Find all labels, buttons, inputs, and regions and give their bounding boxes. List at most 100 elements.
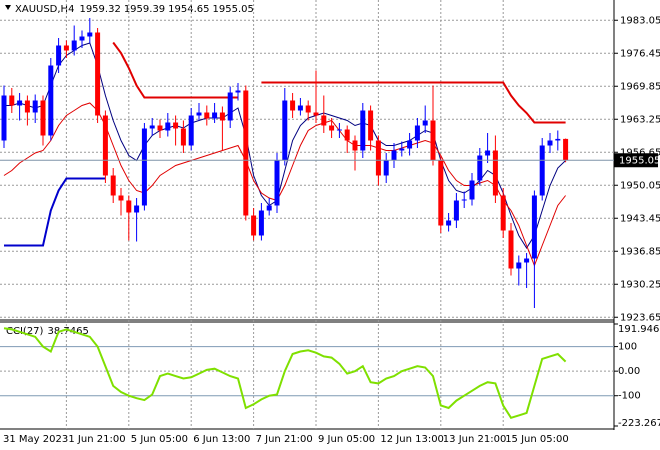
candle-body [414,125,420,141]
candle-body [555,138,561,141]
candle-body [539,145,545,196]
candle-body [461,199,467,201]
candle-body [407,140,413,149]
candle-body [329,125,335,131]
candle-body [360,110,366,151]
candle-body [500,195,506,231]
cci-value: 38.7465 [48,326,89,337]
candle-body [165,122,171,131]
x-tick-label: 1 Jun 21:00 [68,434,125,445]
candle-body [531,195,537,259]
candle-body [118,195,124,201]
candle-body [180,128,186,146]
cci-title: CCI(27) [6,326,44,337]
candle-body [547,140,553,146]
y-tick-label: 1969.85 [620,81,660,92]
y-tick-label: 1950.05 [620,180,660,191]
menu-triangle [5,5,11,10]
candle-body [446,220,452,226]
candle-body [313,112,319,116]
candle-body [110,175,116,196]
candle-body [71,40,77,51]
candle-body [383,160,389,176]
x-tick-label: 7 Jun 21:00 [256,434,313,445]
candle-body [32,100,38,113]
candle-body [17,100,23,106]
candle-body [227,92,233,121]
candle-body [563,138,569,161]
candle-body [1,95,7,141]
y-tick-label: 1983.05 [620,15,660,26]
candle-body [399,148,405,151]
candle-body [430,120,436,161]
candle-body [243,90,249,216]
x-tick-label: 9 Jun 05:00 [318,434,375,445]
y-tick-label: 100 [618,342,637,353]
candle-body [212,112,218,119]
candle-body [485,150,491,156]
candle-body [134,205,140,213]
candle-body [141,128,147,206]
y-tick-label: 191.9469 [618,324,660,335]
indicator-line [4,177,106,247]
candle-body [344,129,350,141]
candle-body [492,150,498,196]
x-tick-label: 31 May 2023 [3,434,68,445]
candle-body [149,125,155,129]
candle-body [422,120,428,126]
y-tick-label: 1936.85 [620,246,660,257]
candle-body [102,115,108,176]
y-tick-label: 1930.25 [620,279,660,290]
candle-body [352,140,358,151]
header-close: 1955.05 [213,4,254,15]
candle-body [524,258,530,263]
x-tick-label: 6 Jun 13:00 [193,434,250,445]
header-low: 1954.65 [168,4,209,15]
candle-body [95,32,101,116]
candle-body [173,122,179,129]
y-tick-label: 0.00 [618,366,640,377]
candle-body [274,160,280,206]
candle-body [282,100,288,161]
candle-body [508,230,514,269]
y-tick-label: 1923.65 [620,312,660,323]
current-price-box [614,153,658,168]
x-tick-label: 12 Jun 13:00 [380,434,444,445]
candle-body [375,140,381,176]
candle-body [290,100,296,111]
candle-body [305,105,311,113]
candle-body [79,36,85,41]
indicator-line [112,41,566,124]
candle-body [188,115,194,146]
y-tick-label: 1943.45 [620,213,660,224]
candle-body [391,150,397,161]
x-tick-label: 15 Jun 05:00 [505,434,569,445]
y-tick-label: 1963.25 [620,114,660,125]
candle-body [63,45,69,51]
y-tick-label: 1956.65 [620,147,660,158]
candle-body [251,215,257,236]
candle-body [40,100,46,136]
symbol-title: XAUUSD,H4 [15,4,74,15]
current-price-label: 1955.05 [619,155,660,166]
candle-body [368,110,374,141]
x-tick-label: 5 Jun 05:00 [131,434,188,445]
candle-body [48,65,54,136]
y-tick-label: -100 [618,391,641,402]
candle-body [477,155,483,181]
candle-body [219,112,225,121]
candle-body [516,262,522,269]
candle-body [469,180,475,200]
candle-body [9,95,15,106]
candle-body [126,200,132,213]
candle-body [321,115,327,126]
candle-body [157,125,163,131]
candle-body [297,105,303,111]
candle-body [204,112,210,119]
y-tick-label: 1976.45 [620,48,660,59]
candle-body [56,45,62,66]
candle-body [196,112,202,116]
candle-body [453,200,459,221]
